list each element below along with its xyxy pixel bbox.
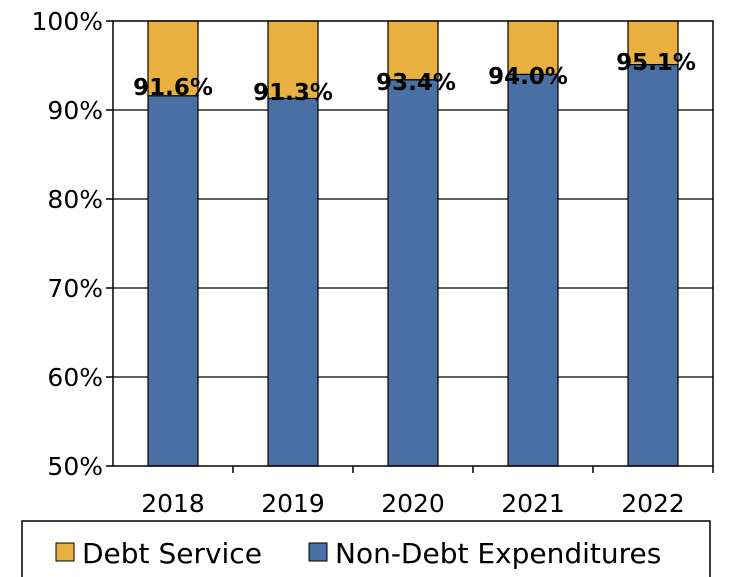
legend-swatch-debt-service: [55, 542, 75, 562]
bars: [147, 20, 679, 467]
plot-area-border: [112, 20, 714, 467]
legend-swatch-non-debt-expenditures: [308, 542, 328, 562]
bar-debt-service-2020: [387, 20, 439, 81]
y-axis: 50% 60% 70% 80% 90% 100%: [32, 7, 113, 481]
legend: Debt Service Non-Debt Expenditures: [21, 520, 711, 577]
bar-debt-service-2019: [267, 20, 319, 100]
bar-non-debt-expenditures-2021: [507, 73, 559, 467]
x-tick-label: 2022: [621, 489, 685, 518]
data-label-2018: 91.6%: [133, 75, 213, 101]
y-tick-label: 90%: [47, 96, 103, 125]
x-tick-label: 2018: [141, 489, 205, 518]
data-label-2019: 91.3%: [253, 80, 333, 106]
legend-box: [21, 520, 711, 577]
y-tick-label: 80%: [47, 185, 103, 214]
data-label-2022: 95.1%: [616, 50, 696, 76]
y-tick-label: 50%: [47, 452, 103, 481]
data-label-2020: 93.4%: [376, 70, 456, 96]
x-axis: 2018 2019 2020 2021 2022: [141, 466, 714, 518]
y-tick-label: 60%: [47, 363, 103, 392]
legend-label-debt-service: Debt Service: [82, 537, 262, 570]
y-tick-label: 100%: [32, 7, 103, 36]
bar-debt-service-2018: [147, 20, 199, 97]
bar-debt-service-2021: [507, 20, 559, 76]
x-tick-label: 2021: [501, 489, 565, 518]
legend-label-non-debt-expenditures: Non-Debt Expenditures: [335, 537, 661, 570]
y-tick-label: 70%: [47, 274, 103, 303]
data-label-2021: 94.0%: [488, 64, 568, 90]
bar-non-debt-expenditures-2019: [267, 97, 319, 467]
x-tick-label: 2020: [381, 489, 445, 518]
data-labels: 91.6% 91.3% 93.4% 94.0% 95.1%: [133, 50, 696, 106]
bar-non-debt-expenditures-2022: [627, 64, 679, 467]
bar-non-debt-expenditures-2018: [147, 95, 199, 467]
bar-non-debt-expenditures-2020: [387, 79, 439, 467]
x-tick-label: 2019: [261, 489, 325, 518]
